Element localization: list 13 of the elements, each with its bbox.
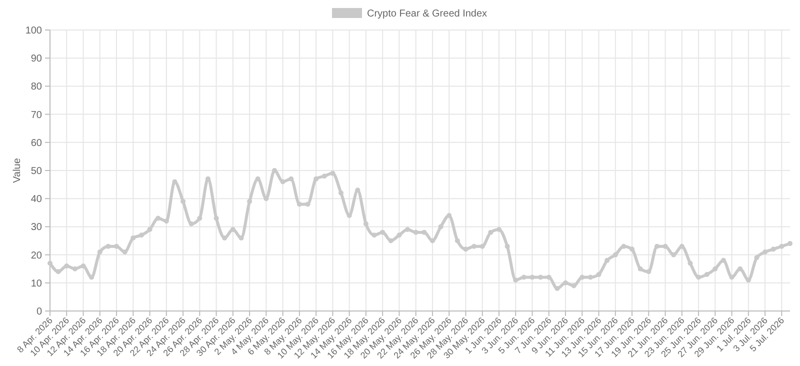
y-tick-label: 50	[30, 166, 42, 177]
y-tick-label: 0	[36, 306, 42, 318]
legend-label: Crypto Fear & Greed Index	[367, 8, 488, 20]
y-tick-label: 10	[30, 278, 42, 290]
y-tick-label: 30	[30, 222, 42, 234]
y-tick-label: 60	[30, 138, 42, 149]
y-tick-label: 90	[30, 54, 42, 65]
y-tick-label: 70	[30, 110, 42, 121]
y-tick-label: 20	[30, 250, 42, 262]
y-tick-label: 40	[30, 194, 42, 206]
y-tick-label: 80	[30, 82, 42, 93]
y-axis-title: Value	[12, 158, 23, 183]
y-tick-label: 100	[25, 26, 42, 36]
